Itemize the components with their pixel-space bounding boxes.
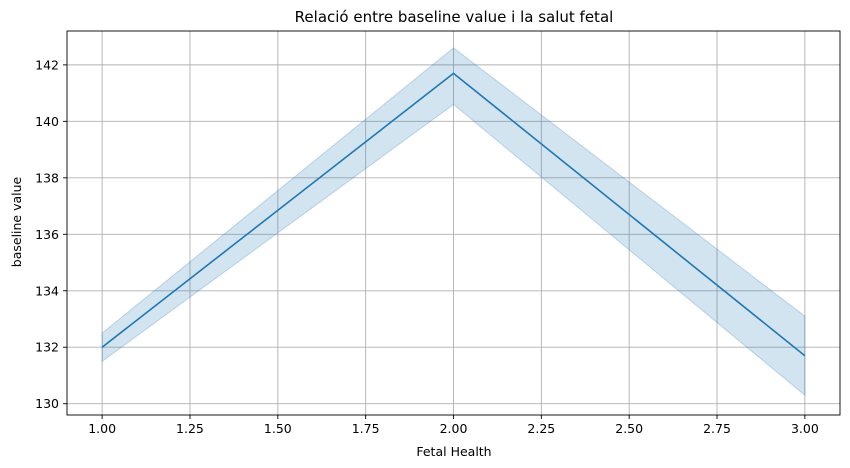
y-axis-label: baseline value [9,176,24,267]
confidence-band [101,47,806,397]
x-tick-label: 2.00 [440,421,468,436]
x-tick-label: 2.50 [615,421,643,436]
y-tick-label: 132 [35,340,59,355]
series-line [101,72,806,357]
y-tick-label: 136 [35,227,59,242]
ticks: 1.00 1.25 1.50 1.75 2.00 2.25 2.50 2.75 3.00 130 1… [35,57,819,436]
y-tick-label: 130 [35,396,59,411]
x-tick-label: 1.00 [88,421,116,436]
chart-title: Relació entre baseline value i la salut … [295,8,614,26]
y-tick-label: 140 [35,114,59,129]
grid [67,31,840,415]
x-tick-label: 1.25 [176,421,204,436]
y-tick-label: 134 [35,283,59,298]
y-tick-label: 138 [35,170,59,185]
x-tick-label: 1.75 [352,421,380,436]
x-axis-label: Fetal Health [416,444,491,459]
x-tick-label: 3.00 [791,421,819,436]
y-tick-label: 142 [35,57,59,72]
x-tick-label: 2.75 [703,421,731,436]
x-tick-label: 2.25 [527,421,555,436]
x-tick-label: 1.50 [264,421,292,436]
